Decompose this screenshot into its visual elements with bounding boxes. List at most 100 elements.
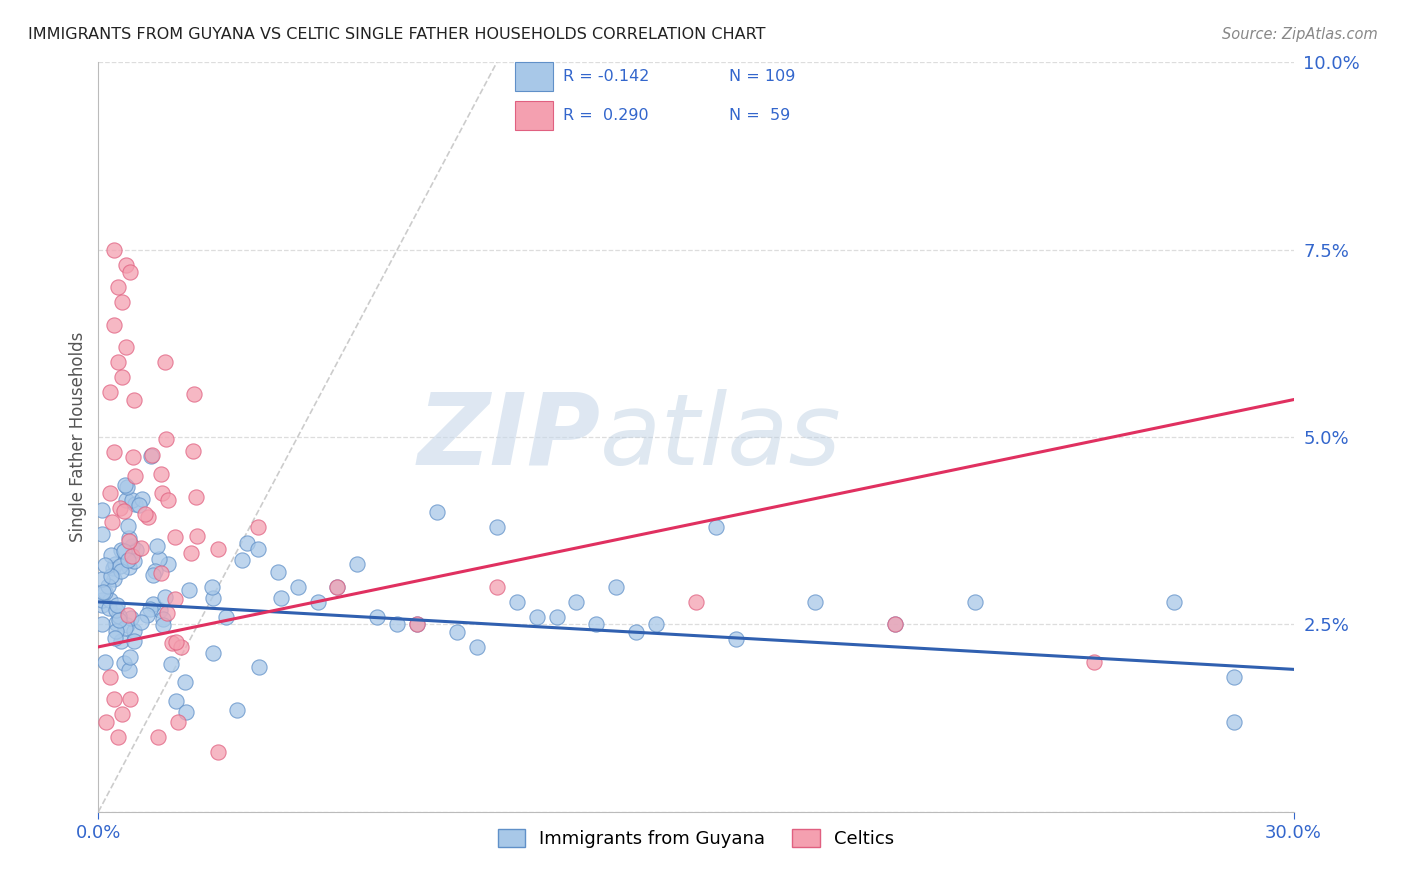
- Point: [122, 554, 145, 568]
- Point: [446, 624, 468, 639]
- Point: [148, 730, 170, 744]
- Point: [115, 618, 138, 632]
- Point: [585, 617, 607, 632]
- Point: [1163, 595, 1185, 609]
- Point: [174, 674, 197, 689]
- Point: [963, 595, 986, 609]
- Point: [96, 714, 118, 729]
- Point: [101, 515, 124, 529]
- Point: [91, 593, 114, 607]
- Point: [142, 597, 165, 611]
- Point: [110, 564, 132, 578]
- Point: [124, 392, 146, 407]
- Point: [526, 610, 548, 624]
- Point: [141, 448, 163, 462]
- Point: [186, 529, 208, 543]
- Point: [626, 624, 648, 639]
- Point: [120, 611, 142, 625]
- Point: [136, 509, 159, 524]
- Point: [884, 617, 907, 632]
- Point: [142, 568, 165, 582]
- Point: [180, 546, 202, 560]
- Point: [112, 657, 135, 671]
- Point: [117, 480, 139, 494]
- Point: [98, 601, 121, 615]
- Point: [117, 553, 139, 567]
- Point: [107, 280, 129, 294]
- Point: [183, 387, 205, 401]
- Point: [114, 477, 136, 491]
- Point: [152, 612, 174, 626]
- Point: [148, 551, 170, 566]
- Point: [125, 543, 148, 558]
- Point: [181, 444, 204, 458]
- Point: [145, 564, 167, 578]
- Point: [546, 610, 568, 624]
- Point: [287, 580, 309, 594]
- Point: [645, 617, 668, 632]
- Point: [141, 450, 163, 464]
- Point: [565, 595, 588, 609]
- Point: [91, 526, 114, 541]
- Point: [307, 595, 329, 609]
- Text: atlas: atlas: [600, 389, 842, 485]
- Point: [103, 318, 125, 332]
- Point: [117, 519, 139, 533]
- Point: [156, 492, 179, 507]
- Point: [155, 606, 177, 620]
- Point: [120, 265, 142, 279]
- Point: [105, 624, 128, 639]
- Point: [112, 544, 135, 558]
- Point: [184, 490, 207, 504]
- Legend: Immigrants from Guyana, Celtics: Immigrants from Guyana, Celtics: [491, 822, 901, 855]
- Point: [506, 595, 529, 609]
- Point: [724, 632, 747, 647]
- Point: [202, 646, 225, 660]
- Point: [115, 258, 138, 272]
- Point: [177, 583, 200, 598]
- Point: [128, 498, 150, 512]
- Point: [108, 609, 131, 624]
- Point: [236, 536, 259, 550]
- Point: [149, 566, 172, 580]
- Point: [103, 243, 125, 257]
- Point: [202, 591, 225, 606]
- Point: [201, 580, 224, 594]
- Point: [107, 730, 129, 744]
- Point: [105, 615, 128, 630]
- Point: [231, 553, 253, 567]
- Point: [122, 624, 145, 638]
- Point: [165, 635, 187, 649]
- Point: [111, 707, 134, 722]
- Point: [94, 585, 117, 599]
- Point: [91, 617, 114, 632]
- Text: R =  0.290: R = 0.290: [564, 108, 650, 123]
- Text: N =  59: N = 59: [728, 108, 790, 123]
- Point: [247, 659, 270, 673]
- Point: [207, 745, 229, 759]
- Point: [98, 592, 121, 607]
- Point: [207, 542, 229, 557]
- Point: [485, 520, 508, 534]
- Point: [103, 445, 125, 459]
- Point: [131, 492, 153, 507]
- Point: [98, 670, 122, 684]
- Point: [105, 603, 128, 617]
- Point: [167, 714, 190, 729]
- Point: [326, 580, 349, 594]
- Point: [107, 613, 129, 627]
- Point: [121, 492, 143, 507]
- Point: [165, 694, 187, 708]
- Point: [366, 610, 388, 624]
- Point: [346, 558, 368, 572]
- Point: [98, 385, 122, 400]
- Point: [115, 492, 138, 507]
- Point: [804, 595, 827, 609]
- Point: [406, 617, 429, 632]
- Point: [138, 602, 160, 616]
- Point: [120, 692, 142, 706]
- Text: ZIP: ZIP: [418, 389, 600, 485]
- Point: [108, 558, 131, 573]
- Point: [146, 539, 169, 553]
- Point: [114, 621, 136, 635]
